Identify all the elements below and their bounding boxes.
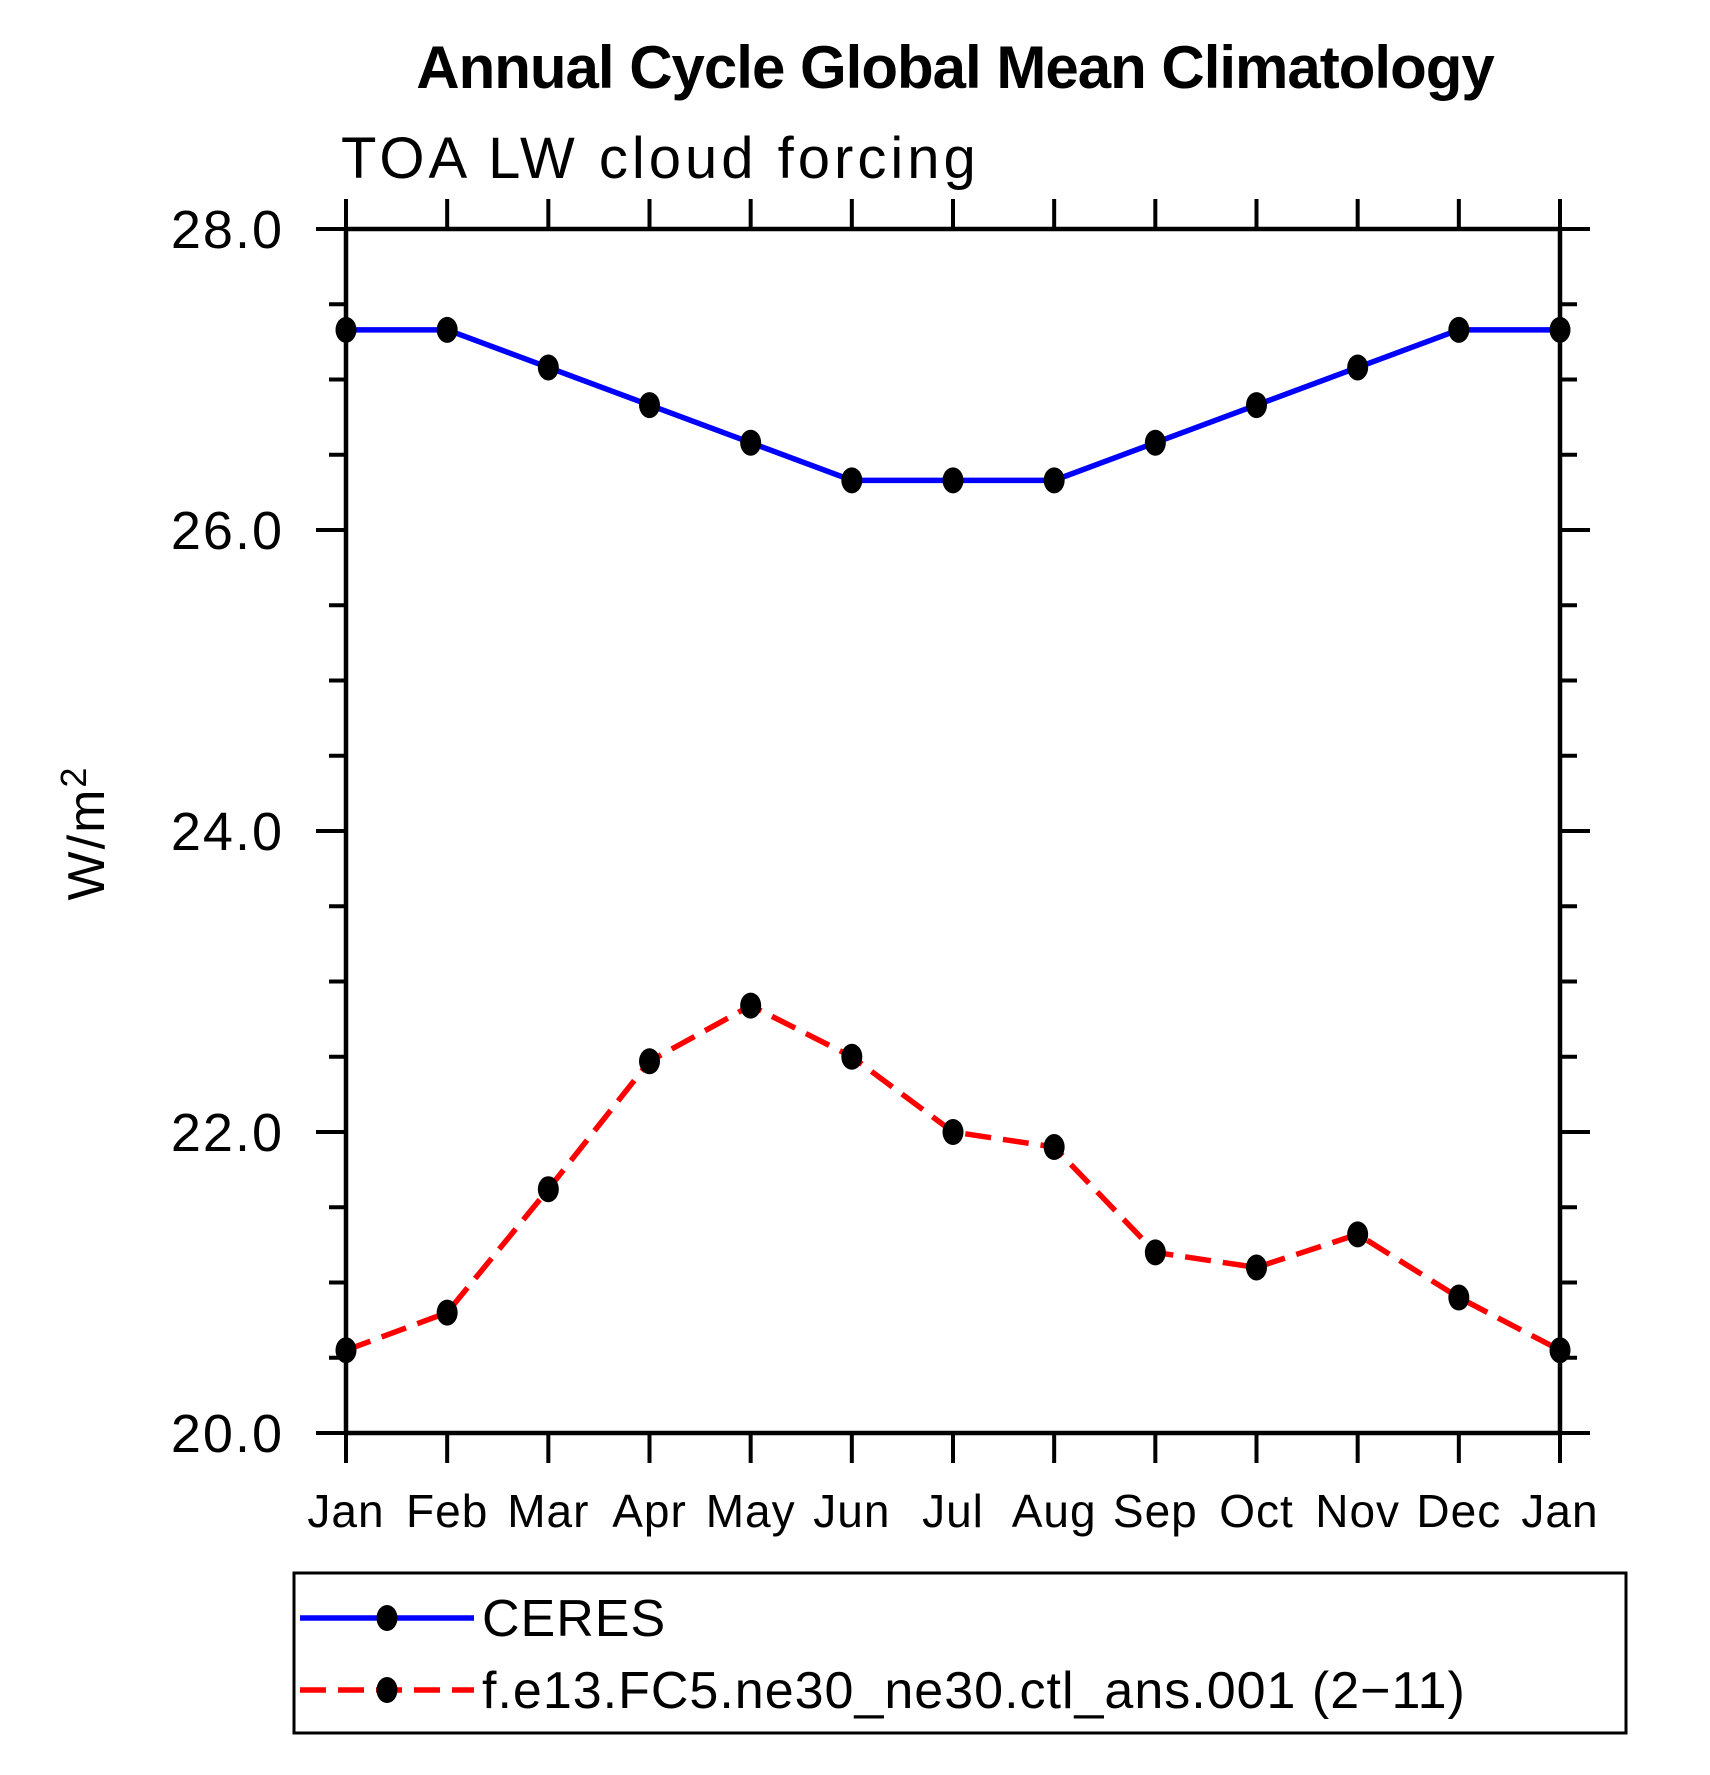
data-point-marker bbox=[1448, 1284, 1470, 1311]
data-point-marker bbox=[537, 1176, 559, 1203]
plot-border bbox=[343, 226, 1563, 1436]
x-tick-label: Nov bbox=[1315, 1485, 1400, 1537]
data-point-marker bbox=[1144, 1239, 1166, 1266]
data-point-marker bbox=[1448, 316, 1470, 343]
data-point-marker bbox=[841, 1043, 863, 1070]
x-tick-label: Feb bbox=[406, 1485, 488, 1537]
chart-subtitle: TOA LW cloud forcing bbox=[341, 126, 980, 191]
data-point-marker bbox=[1246, 392, 1267, 419]
axes-layer: Jan Feb Mar Apr May Jun Jul Aug Sep Oct Nov Dec Jan 2… bbox=[171, 199, 1598, 1537]
x-tick-label: Mar bbox=[507, 1485, 589, 1537]
legend: CERES f.e13.FC5.ne30_ne30.ctl_ans.001 (2… bbox=[292, 1571, 1628, 1735]
data-point-marker bbox=[639, 392, 660, 419]
x-tick-label: Jun bbox=[813, 1485, 890, 1537]
legend-marker-ceres-icon bbox=[376, 1605, 398, 1631]
data-point-marker bbox=[740, 429, 762, 456]
x-tick-label: Oct bbox=[1219, 1485, 1294, 1537]
data-point-marker bbox=[1347, 1221, 1369, 1248]
data-point-marker bbox=[1043, 467, 1065, 494]
legend-marker-model-icon bbox=[376, 1677, 398, 1703]
x-tick-label: Aug bbox=[1012, 1485, 1097, 1537]
y-axis-title-base: W/m bbox=[58, 788, 116, 901]
data-point-marker bbox=[942, 467, 964, 494]
data-point-marker bbox=[942, 1119, 964, 1145]
data-point-marker bbox=[1043, 1134, 1065, 1161]
data-point-marker bbox=[537, 354, 559, 381]
y-tick-label: 28.0 bbox=[171, 200, 284, 260]
x-tick-label: May bbox=[706, 1485, 796, 1537]
y-axis-title: W/m2 bbox=[53, 766, 116, 901]
x-tick-label: Sep bbox=[1113, 1485, 1198, 1537]
y-axis-title-superscript: 2 bbox=[53, 766, 94, 788]
data-point-marker bbox=[740, 992, 762, 1019]
legend-label-model: f.e13.FC5.ne30_ne30.ctl_ans.001 (2−11) bbox=[482, 1662, 1466, 1720]
data-point-marker bbox=[436, 316, 458, 343]
x-tick-label: Jan bbox=[307, 1485, 384, 1537]
data-point-marker bbox=[841, 467, 863, 494]
chart-title: Annual Cycle Global Mean Climatology bbox=[416, 34, 1495, 101]
series-layer bbox=[335, 316, 1571, 1364]
x-tick-label: Dec bbox=[1416, 1485, 1501, 1537]
data-point-marker bbox=[1347, 354, 1369, 381]
x-tick-label: Jul bbox=[922, 1485, 984, 1537]
y-tick-label: 26.0 bbox=[171, 501, 284, 561]
data-point-marker bbox=[436, 1299, 458, 1326]
x-tick-label: Apr bbox=[612, 1485, 687, 1537]
data-point-marker bbox=[639, 1048, 660, 1075]
y-tick-label: 20.0 bbox=[171, 1404, 284, 1464]
y-tick-label: 24.0 bbox=[171, 802, 284, 862]
data-point-marker bbox=[1246, 1254, 1267, 1281]
data-point-marker bbox=[1144, 429, 1166, 456]
x-tick-label: Jan bbox=[1521, 1485, 1598, 1537]
legend-label-ceres: CERES bbox=[482, 1590, 666, 1648]
legend-box bbox=[292, 1571, 1628, 1735]
y-tick-label: 22.0 bbox=[171, 1103, 284, 1163]
